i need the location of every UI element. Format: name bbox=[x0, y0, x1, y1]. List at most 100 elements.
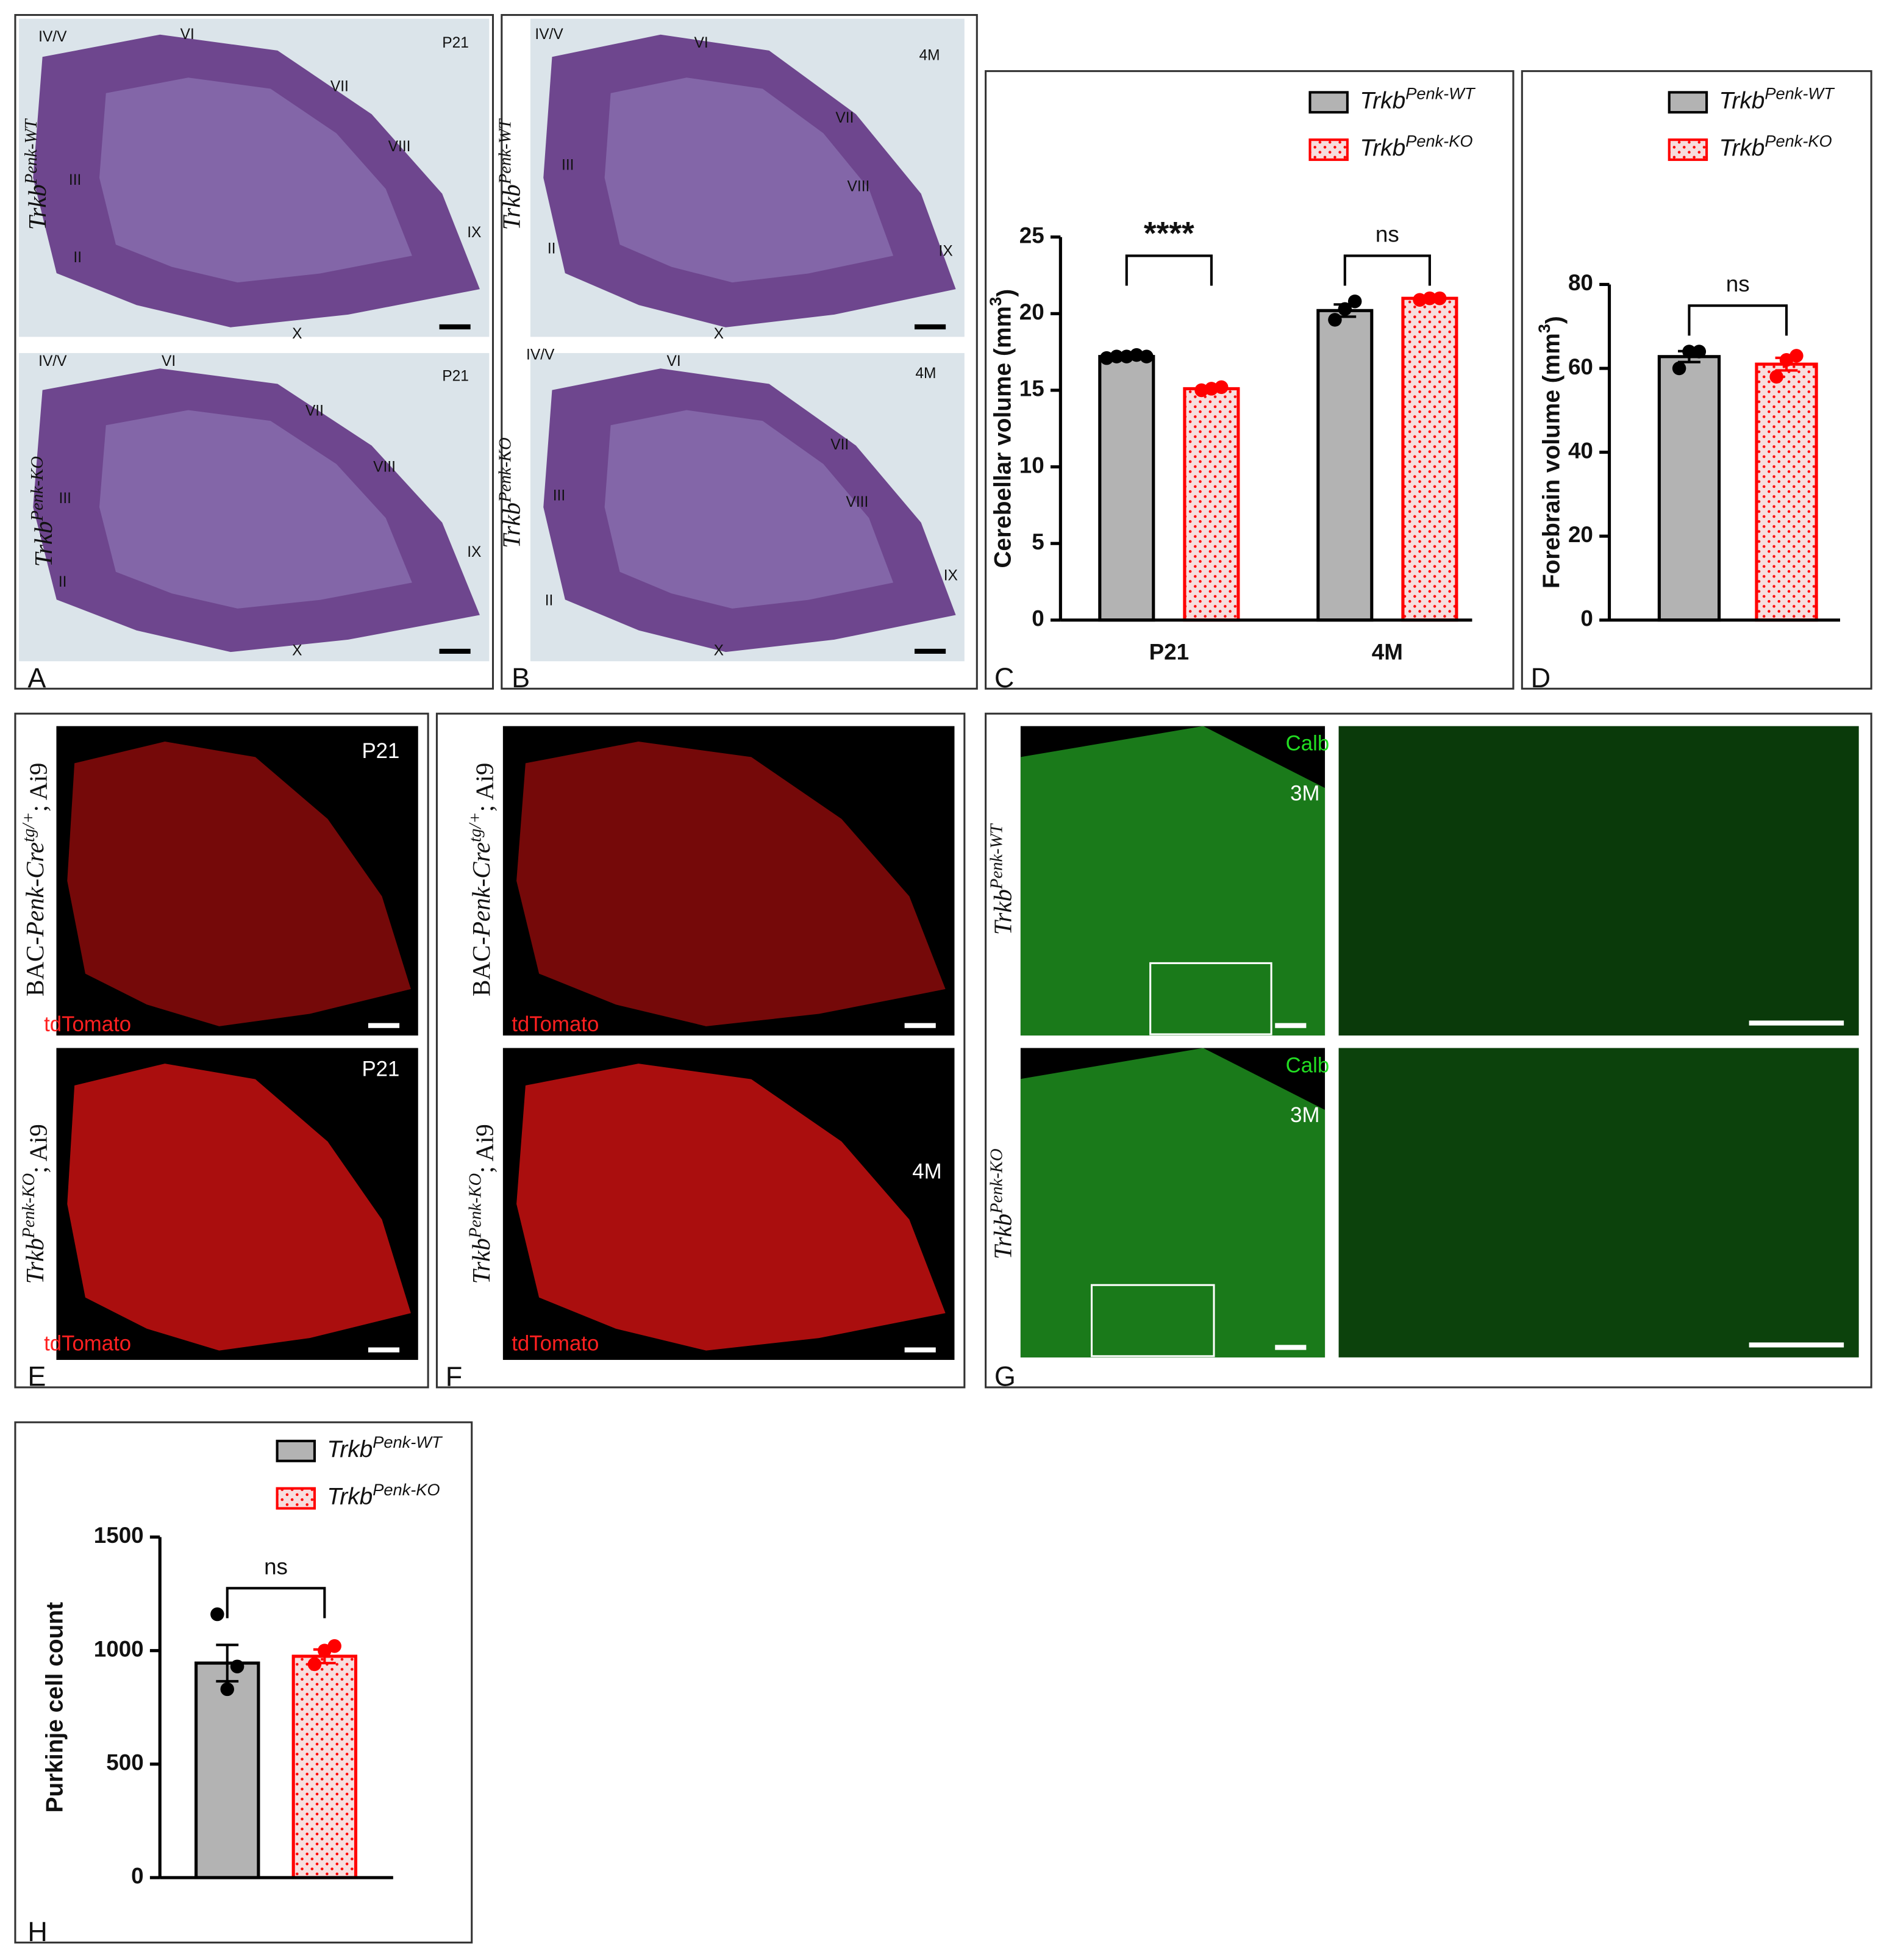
tissue-inner bbox=[99, 410, 412, 609]
panel-letter: H bbox=[27, 1916, 48, 1947]
image-label: 3M bbox=[1290, 1104, 1319, 1127]
image-label: IX bbox=[944, 568, 958, 584]
legend-label: TrkbPenk-KO bbox=[1360, 131, 1472, 161]
legend-label: TrkbPenk-WT bbox=[327, 1432, 443, 1462]
text-part: Trkb bbox=[327, 1484, 373, 1510]
text-part: Trkb bbox=[30, 521, 57, 567]
x-tick-label: P21 bbox=[1149, 640, 1190, 665]
significance-label: ns bbox=[1726, 271, 1750, 296]
bar bbox=[1755, 362, 1818, 622]
panel-letter: C bbox=[994, 662, 1015, 693]
tissue bbox=[1020, 726, 1326, 1036]
image-label: X bbox=[292, 642, 302, 659]
image-label: II bbox=[548, 241, 556, 257]
text-part: Penk-WT bbox=[373, 1432, 443, 1451]
text-part: BAC- bbox=[468, 937, 496, 996]
data-point bbox=[220, 1682, 234, 1697]
image-label: VI bbox=[694, 35, 708, 51]
image-label: Calb bbox=[1286, 1054, 1330, 1077]
genotype-label: TrkbPenk-KO; Ai9 bbox=[465, 1124, 499, 1284]
inset-box bbox=[1149, 962, 1272, 1035]
inset-box bbox=[1090, 1284, 1215, 1357]
bar bbox=[1316, 309, 1374, 622]
image-label: II bbox=[59, 574, 67, 590]
data-point bbox=[1682, 345, 1696, 359]
legend-swatch bbox=[276, 1439, 316, 1462]
data-point bbox=[1789, 349, 1804, 363]
significance-bracket bbox=[1125, 254, 1213, 286]
text-part: ; Ai9 bbox=[25, 1124, 52, 1173]
image-label: VII bbox=[330, 79, 349, 95]
image-label: X bbox=[292, 326, 302, 342]
data-point bbox=[1422, 291, 1437, 306]
panel-letter: F bbox=[446, 1361, 463, 1392]
data-point bbox=[1672, 361, 1686, 376]
genotype-label: TrkbPenk-WT bbox=[21, 118, 52, 231]
text-part: Forebrain volume (mm bbox=[1539, 333, 1565, 588]
text-part: Penk-KO bbox=[1764, 131, 1832, 150]
panel-letter: G bbox=[994, 1361, 1016, 1392]
image-label: VII bbox=[835, 110, 854, 126]
text-part: Penk-WT bbox=[1764, 84, 1835, 103]
data-point bbox=[1347, 294, 1362, 309]
data-point bbox=[1328, 313, 1342, 327]
text-part: ; Ai9 bbox=[471, 763, 499, 812]
genotype-label: TrkbPenk-KO bbox=[27, 456, 58, 567]
y-tick-label: 40 bbox=[1568, 438, 1593, 463]
image-label: IV/V bbox=[535, 26, 563, 43]
image-label: IX bbox=[939, 243, 953, 260]
data-point bbox=[1110, 349, 1124, 363]
y-tick-label: 10 bbox=[1019, 452, 1044, 477]
y-tick-label: 15 bbox=[1019, 376, 1044, 401]
text-part: BAC- bbox=[21, 937, 49, 996]
image-label: tdTomato bbox=[512, 1332, 599, 1356]
image-label: II bbox=[545, 593, 554, 609]
significance-label: **** bbox=[1144, 216, 1194, 252]
y-tick-label: 80 bbox=[1568, 270, 1593, 295]
panel-frame bbox=[14, 712, 429, 1389]
legend-swatch bbox=[276, 1487, 316, 1510]
image-label: IX bbox=[467, 544, 481, 560]
text-part: Trkb bbox=[1719, 135, 1765, 162]
y-tick-label: 20 bbox=[1019, 299, 1044, 324]
data-point bbox=[1433, 291, 1447, 306]
image-label: III bbox=[59, 490, 71, 507]
image-label: III bbox=[69, 172, 81, 188]
data-point bbox=[1692, 345, 1707, 359]
tissue bbox=[67, 1064, 411, 1351]
significance-bracket bbox=[1688, 304, 1788, 336]
text-part: Cerebellar volume (mm bbox=[990, 306, 1016, 568]
text-part: ; Ai9 bbox=[471, 1124, 499, 1173]
image-label: tdTomato bbox=[44, 1013, 131, 1036]
genotype-label: TrkbPenk-WT bbox=[495, 118, 526, 231]
text-part: Trkb bbox=[498, 503, 526, 548]
significance-label: ns bbox=[1376, 221, 1399, 246]
panel-letter: E bbox=[27, 1361, 46, 1392]
micrograph bbox=[1338, 726, 1859, 1036]
image-label: X bbox=[714, 642, 724, 659]
tissue-inner bbox=[604, 410, 894, 609]
image-label: P21 bbox=[442, 368, 469, 384]
text-part: Trkb bbox=[327, 1437, 373, 1463]
panel-frame bbox=[501, 14, 978, 690]
text-part: Penk-WT bbox=[495, 118, 515, 185]
tissue bbox=[1020, 1048, 1326, 1357]
image-label: tdTomato bbox=[512, 1013, 599, 1036]
micrograph bbox=[1338, 1048, 1859, 1357]
x-tick-label: 4M bbox=[1372, 640, 1403, 665]
text-part: Trkb bbox=[498, 184, 526, 230]
y-tick-label: 0 bbox=[131, 1864, 143, 1889]
image-label: VIII bbox=[388, 138, 411, 155]
text-part: Penk-WT bbox=[21, 118, 41, 185]
y-tick-label: 20 bbox=[1568, 522, 1593, 547]
text-part: tg/+ bbox=[18, 812, 38, 842]
data-point bbox=[1338, 302, 1352, 317]
legend-label: TrkbPenk-WT bbox=[1719, 84, 1836, 114]
legend-label: TrkbPenk-KO bbox=[327, 1480, 440, 1510]
image-label: III bbox=[562, 157, 574, 174]
data-point bbox=[327, 1639, 341, 1653]
y-axis-label: Forebrain volume (mm3) bbox=[1535, 316, 1568, 588]
text-part: Penk-KO bbox=[1405, 131, 1472, 150]
text-part: Trkb bbox=[24, 184, 51, 230]
